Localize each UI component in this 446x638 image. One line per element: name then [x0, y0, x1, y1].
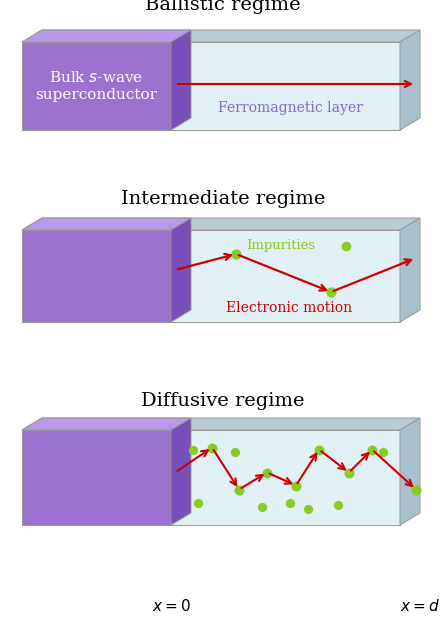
Point	[380, 447, 387, 457]
Text: Bulk $s$-wave: Bulk $s$-wave	[50, 70, 144, 84]
Bar	[22, 230, 400, 322]
Bar	[22, 430, 171, 525]
Point	[286, 498, 293, 508]
Point	[264, 468, 271, 478]
Point	[190, 445, 197, 455]
Text: Impurities: Impurities	[246, 239, 315, 253]
Polygon shape	[400, 418, 420, 525]
Polygon shape	[22, 218, 191, 230]
Point	[346, 468, 353, 478]
Point	[343, 241, 350, 251]
Text: Ballistic regime: Ballistic regime	[145, 0, 301, 14]
Bar	[22, 230, 171, 322]
Point	[305, 504, 312, 514]
Polygon shape	[400, 30, 420, 130]
Point	[413, 484, 420, 494]
Polygon shape	[171, 218, 191, 322]
Point	[258, 502, 265, 512]
Point	[334, 500, 342, 510]
Point	[235, 484, 243, 494]
Bar	[22, 42, 400, 130]
Polygon shape	[22, 418, 420, 430]
Bar	[22, 430, 400, 525]
Polygon shape	[171, 418, 191, 525]
Text: superconductor: superconductor	[36, 88, 157, 102]
Point	[327, 287, 334, 297]
Text: $x = 0$: $x = 0$	[152, 598, 190, 614]
Point	[194, 498, 202, 508]
Polygon shape	[22, 30, 191, 42]
Point	[368, 445, 376, 455]
Point	[231, 447, 239, 457]
Text: Electronic motion: Electronic motion	[226, 301, 352, 315]
Polygon shape	[171, 30, 191, 130]
Text: Ferromagnetic layer: Ferromagnetic layer	[218, 101, 363, 115]
Point	[208, 442, 215, 452]
Text: Diffusive regime: Diffusive regime	[141, 392, 305, 410]
Point	[232, 249, 240, 259]
Polygon shape	[400, 218, 420, 322]
Text: $x = d$: $x = d$	[400, 598, 440, 614]
Polygon shape	[22, 418, 191, 430]
Point	[293, 480, 300, 491]
Point	[315, 445, 322, 455]
Bar	[22, 42, 171, 130]
Polygon shape	[22, 30, 420, 42]
Polygon shape	[22, 218, 420, 230]
Text: Intermediate regime: Intermediate regime	[121, 190, 325, 208]
